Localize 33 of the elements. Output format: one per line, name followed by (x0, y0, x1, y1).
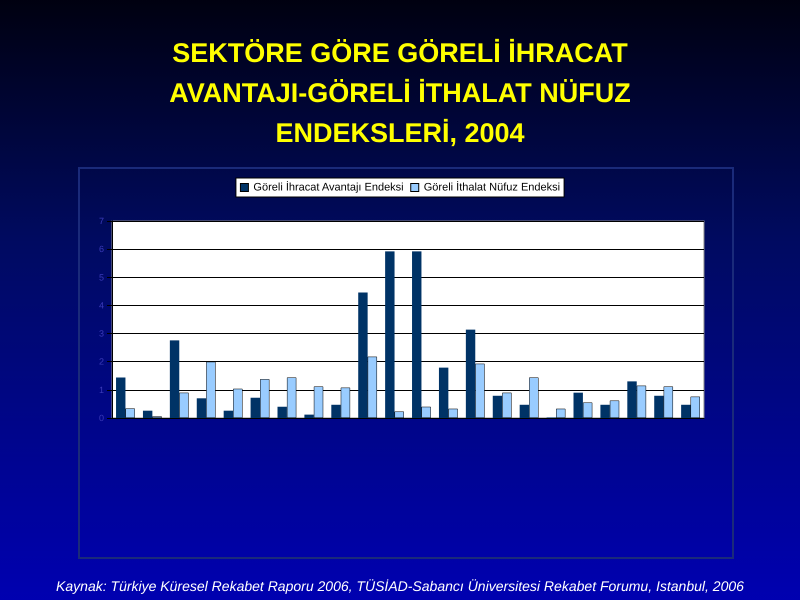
y-tick-label: 0 (98, 413, 104, 423)
y-tick-label: 7 (98, 216, 104, 226)
bar (142, 410, 152, 418)
bar (600, 404, 610, 418)
bar (520, 404, 530, 418)
bar (331, 404, 341, 418)
bar (681, 404, 691, 418)
y-tick-label: 6 (98, 244, 104, 254)
legend-label: Göreli İthalat Nüfuz Endeksi (424, 180, 560, 194)
chart-title: SEKTÖRE GÖRE GÖRELİ İHRACAT AVANTAJI-GÖRELİ İTHALAT NÜFUZ ENDEKSLERİ, 2004 (169, 38, 631, 148)
bar (358, 292, 368, 418)
y-tick-label: 2 (98, 356, 104, 367)
bar (116, 377, 126, 418)
bar (170, 340, 180, 418)
bar (627, 381, 637, 418)
bar (492, 396, 502, 418)
bar (304, 414, 314, 418)
y-tick-label: 4 (98, 300, 104, 310)
bar (573, 392, 583, 418)
text: Kaynak: Türkiye Küresel Rekabet Raporu 2006, TÜSİAD-Sabancı Üniversitesi Rekabet Forumu, Istanbul, 2006 (55, 578, 745, 594)
bar (412, 251, 422, 418)
y-tick-label: 3 (98, 328, 104, 339)
y-tick-label: 1 (98, 384, 104, 395)
bar (385, 251, 395, 418)
bar (466, 330, 476, 418)
bar (196, 398, 206, 418)
bar (277, 406, 287, 418)
y-tick-label: 5 (98, 272, 104, 282)
bar (224, 410, 234, 418)
bar (250, 398, 260, 418)
bar (438, 368, 448, 418)
bar (654, 396, 664, 418)
legend-label: Göreli İhracat Avantajı Endeksi (253, 180, 404, 194)
